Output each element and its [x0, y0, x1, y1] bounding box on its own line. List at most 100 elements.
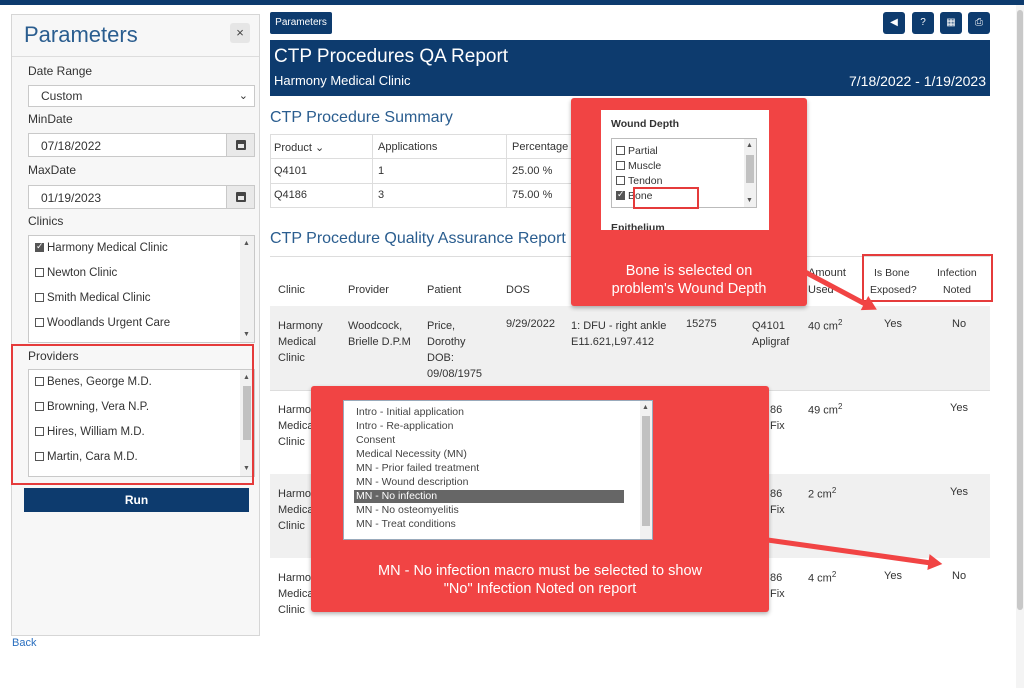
summary-cell: 75.00 % [512, 189, 553, 201]
summary-header-product[interactable]: Product ⌄ [274, 142, 325, 154]
checkbox [616, 161, 625, 170]
max-date-label: MaxDate [28, 163, 77, 177]
checkbox[interactable] [35, 318, 44, 327]
provider-item[interactable]: Browning, Vera N.P. [35, 401, 149, 413]
checkbox[interactable] [35, 293, 44, 302]
provider-item[interactable]: Hires, William M.D. [35, 426, 145, 438]
table-rule [270, 158, 575, 159]
summary-cell: 1 [378, 165, 385, 177]
scroll-up-icon[interactable]: ▲ [243, 240, 250, 247]
report-title: CTP Procedures QA Report [274, 46, 509, 67]
print-icon: ⎙ [975, 17, 983, 28]
provider-item[interactable]: Benes, George M.D. [35, 376, 152, 388]
row1-amount: 40 cm2 [808, 318, 843, 333]
row1-clinic: Harmony Medical Clinic [278, 320, 323, 364]
macro-item: MN - Treat conditions [356, 518, 456, 530]
row1-dos: 9/29/2022 [506, 318, 555, 330]
scroll-up-icon: ▲ [746, 142, 753, 149]
summary-title: CTP Procedure Summary [270, 109, 453, 126]
wound-depth-item: Muscle [616, 160, 661, 172]
wound-callout-text: Bone is selected on problem's Wound Dept… [611, 263, 767, 297]
top-accent-bar [0, 0, 1024, 5]
qa-title: CTP Procedure Quality Assurance Report [270, 230, 566, 247]
row1-patient: Price, Dorothy DOB: 09/08/1975 [427, 320, 483, 380]
summary-cell: 3 [378, 189, 385, 201]
macro-item: Medical Necessity (MN) [356, 448, 467, 460]
close-parameters-button[interactable]: × [230, 23, 250, 43]
max-date-calendar-button[interactable] [226, 186, 254, 208]
macro-callout: Intro - Initial application Intro - Re-a… [311, 386, 769, 612]
help-button[interactable]: ? [912, 12, 934, 34]
row3-infection: Yes [950, 486, 968, 498]
checkbox[interactable] [35, 402, 44, 411]
chevron-down-icon: ⌄ [238, 90, 248, 102]
checkbox[interactable] [35, 268, 44, 277]
scroll-down-icon[interactable]: ▼ [243, 465, 250, 472]
clinic-item[interactable]: Harmony Medical Clinic [35, 241, 168, 254]
macro-list: Intro - Initial application Intro - Re-a… [343, 400, 653, 540]
grid-icon: ▦ [946, 17, 956, 28]
page-scrollbar[interactable] [1016, 5, 1024, 688]
checkbox[interactable] [35, 377, 44, 386]
row1-bone: Yes [884, 318, 902, 330]
min-date-label: MinDate [28, 112, 73, 126]
date-range-select[interactable]: Custom ⌄ [28, 85, 255, 107]
row1-infection: No [952, 318, 967, 330]
clinic-item[interactable]: Newton Clinic [35, 267, 117, 279]
sort-icon: ⌄ [311, 142, 325, 154]
row4-amount: 4 cm2 [808, 570, 837, 585]
checkbox[interactable] [35, 452, 44, 461]
wound-depth-title: Wound Depth [611, 118, 680, 130]
clinic-item[interactable]: Smith Medical Clinic [35, 292, 151, 304]
providers-list[interactable]: Benes, George M.D. Browning, Vera N.P. H… [28, 369, 255, 477]
max-date-value: 01/19/2023 [41, 191, 102, 205]
row4-product: 86 Fix [770, 572, 785, 600]
qa-header-patient: Patient [427, 284, 462, 296]
parameters-title: Parameters [24, 22, 138, 47]
providers-highlight-box [11, 344, 254, 485]
row4-bone: Yes [884, 570, 902, 582]
summary-cell: Q4101 [274, 165, 308, 177]
scroll-up-icon[interactable]: ▲ [243, 374, 250, 381]
row3-amount: 2 cm2 [808, 486, 837, 501]
arrow-head-icon [927, 554, 944, 572]
provider-item[interactable]: Martin, Cara M.D. [35, 451, 138, 463]
print-button[interactable]: ⎙ [968, 12, 990, 34]
clinics-scrollbar[interactable]: ▲ ▼ [240, 236, 254, 342]
clinics-label: Clinics [28, 214, 64, 228]
scroll-down-icon[interactable]: ▼ [243, 331, 250, 338]
row1-provider: Woodcock, Brielle D.P.M [348, 320, 411, 348]
parameters-header: Parameters × [12, 15, 259, 57]
min-date-field[interactable]: 07/18/2022 [28, 133, 255, 157]
back-link[interactable]: Back [12, 637, 37, 649]
wound-depth-screenshot: Wound Depth Partial Muscle Tendon Bone ▲… [601, 110, 769, 230]
summary-cell: 25.00 % [512, 165, 553, 177]
providers-scroll-thumb[interactable] [243, 386, 251, 440]
min-date-calendar-button[interactable] [226, 134, 254, 156]
run-button[interactable]: Run [24, 488, 249, 512]
providers-scrollbar[interactable]: ▲ ▼ [240, 370, 254, 476]
macro-scroll-thumb [642, 416, 650, 526]
row3-clinic: Harmo Medica Clinic [278, 488, 314, 532]
page-scrollbar-thumb[interactable] [1017, 10, 1023, 610]
bone-infection-highlight-box [862, 254, 993, 302]
table-rule [270, 207, 575, 208]
macro-scrollbar: ▲ [640, 401, 652, 539]
row2-clinic: Harmo Medica Clinic [278, 404, 314, 448]
clinic-item[interactable]: Woodlands Urgent Care [35, 317, 170, 329]
scroll-down-icon: ▼ [746, 197, 753, 204]
checkbox-checked[interactable] [35, 241, 44, 252]
row1-diagnosis: 1: DFU - right ankle E11.621,L97.412 [571, 320, 667, 348]
macro-callout-text: MN - No infection macro must be selected… [378, 563, 702, 597]
clinics-list[interactable]: Harmony Medical Clinic Newton Clinic Smi… [28, 235, 255, 343]
table-rule [270, 134, 271, 207]
grid-view-button[interactable]: ▦ [940, 12, 962, 34]
back-nav-button[interactable]: ◀ [883, 12, 905, 34]
parameters-button[interactable]: Parameters [270, 12, 332, 34]
max-date-field[interactable]: 01/19/2023 [28, 185, 255, 209]
checkbox[interactable] [35, 427, 44, 436]
bone-highlight-box [633, 187, 699, 209]
qa-header-infection: Infection [937, 267, 977, 279]
checkbox [616, 176, 625, 185]
macro-item: Consent [356, 434, 396, 446]
